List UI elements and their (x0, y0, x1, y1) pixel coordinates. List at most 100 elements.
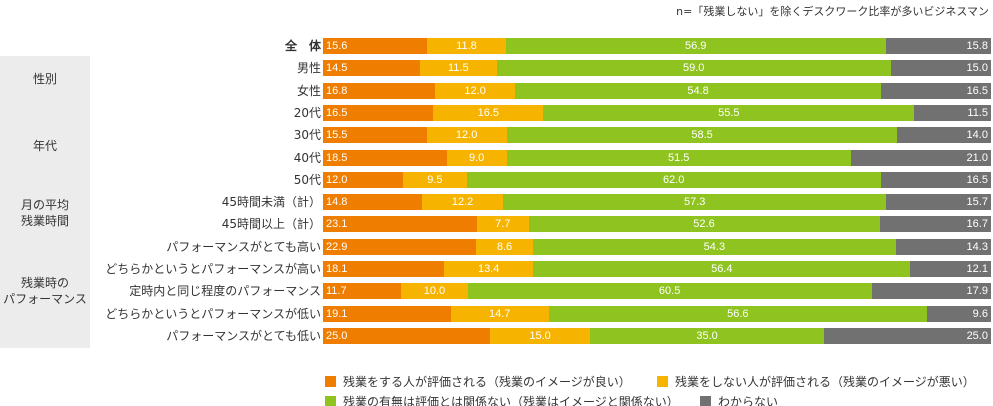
data-label: 12.0 (326, 173, 348, 186)
bar-segment: 15.0 (890, 60, 991, 77)
legend-item: 残業をする人が評価される（残業のイメージが良い） (325, 373, 631, 390)
data-label: 15.0 (529, 329, 551, 342)
bar-segment: 56.9 (505, 38, 886, 54)
data-label: 14.0 (966, 129, 988, 142)
bar-segment: 25.0 (323, 327, 490, 344)
category-label: 全 体 (284, 39, 321, 53)
stacked-bar: 19.1 14.7 56.6 9.6 (323, 305, 991, 322)
bar-segment: 16.8 (323, 82, 436, 99)
category-label: 女性 (296, 83, 321, 98)
legend-item: 残業をしない人が評価される（残業のイメージが悪い） (657, 373, 975, 390)
data-label: 16.5 (477, 106, 500, 119)
stacked-bar: 12.0 9.5 62.0 16.5 (323, 171, 991, 188)
data-label: 16.5 (326, 106, 348, 119)
data-label: 14.5 (326, 62, 348, 75)
bar-segment: 14.7 (450, 305, 549, 322)
bar-segment: 54.3 (533, 238, 896, 255)
data-label: 11.7 (326, 285, 347, 298)
stacked-bar: 16.5 16.5 55.5 11.5 (323, 104, 991, 121)
bar-segment: 51.5 (506, 149, 851, 166)
data-label: 54.8 (687, 84, 709, 97)
bar-segment: 12.0 (435, 82, 516, 99)
data-label: 21.0 (966, 151, 988, 164)
bar-segment: 11.5 (914, 104, 991, 121)
data-label: 25.0 (966, 329, 988, 342)
bar-segment: 52.6 (528, 216, 880, 233)
bar-segment: 59.0 (496, 60, 891, 77)
data-label: 9.0 (468, 151, 485, 164)
bar-segment: 15.5 (323, 127, 427, 144)
sample-note: n=「残業しない」を除くデスクワーク比率が多いビジネスマン (676, 5, 989, 18)
stacked-bar: 11.7 10.0 60.5 17.9 (323, 283, 991, 300)
bar-segment: 14.0 (897, 127, 991, 144)
bar-segment: 15.8 (885, 38, 991, 54)
data-label: 11.5 (447, 62, 469, 75)
bar-segment: 35.0 (590, 327, 824, 344)
data-label: 22.9 (326, 240, 348, 253)
bar-segment: 55.5 (543, 104, 915, 121)
stacked-bar: 18.5 9.0 51.5 21.0 (323, 149, 991, 166)
data-label: 16.5 (966, 84, 988, 97)
data-label: 11.8 (456, 40, 477, 52)
bar-segment: 11.8 (427, 38, 506, 54)
category-label: 20代 (293, 105, 321, 120)
bar-segment: 16.5 (880, 82, 991, 99)
data-label: 35.0 (696, 329, 718, 342)
category-label: パフォーマンスがとても低い (166, 328, 321, 343)
bar-segment: 14.5 (323, 60, 420, 77)
data-label: 25.0 (326, 329, 348, 342)
data-label: 12.2 (451, 196, 474, 209)
data-label: 11.5 (967, 106, 988, 119)
data-label: 51.5 (667, 151, 690, 164)
bar-segment: 15.7 (886, 194, 991, 211)
bar-segment: 10.0 (401, 283, 468, 300)
bar-segment: 56.4 (533, 261, 911, 277)
data-label: 15.5 (326, 129, 348, 142)
data-label: 12.0 (464, 84, 486, 97)
data-label: 56.4 (711, 263, 733, 275)
data-label: 16.5 (966, 173, 988, 186)
bar-segment: 12.0 (426, 127, 507, 144)
stacked-bar: 15.6 11.8 56.9 15.8 (323, 38, 991, 54)
legend-swatch (325, 376, 336, 387)
bar-segment: 54.8 (515, 82, 881, 99)
data-label: 56.6 (727, 307, 749, 320)
bar-segment: 16.5 (880, 171, 991, 188)
bar-segment: 62.0 (466, 171, 881, 188)
data-label: 16.8 (326, 84, 348, 97)
bar-segment: 16.5 (433, 104, 544, 121)
data-label: 18.1 (326, 263, 348, 275)
legend-item: 残業の有無は評価とは関係ない（残業はイメージと関係ない） (325, 393, 679, 406)
bar-segment: 56.6 (548, 305, 927, 322)
data-label: 14.3 (966, 240, 988, 253)
bar-segment: 22.9 (323, 238, 476, 255)
data-label: 55.5 (718, 106, 740, 119)
bar-segment: 9.6 (926, 305, 991, 322)
category-label: 40代 (293, 150, 321, 165)
legend-label: 残業をする人が評価される（残業のイメージが良い） (343, 375, 631, 389)
data-label: 17.9 (966, 285, 988, 298)
stacked-bar: 18.1 13.4 56.4 12.1 (323, 261, 991, 277)
bar-segment: 23.1 (323, 216, 478, 233)
category-label: 50代 (293, 172, 321, 187)
bar-segment: 15.0 (490, 327, 591, 344)
bar-segment: 11.5 (419, 60, 497, 77)
bar-segment: 12.2 (421, 194, 504, 211)
data-label: 57.3 (684, 196, 706, 209)
category-label: 男性 (296, 61, 321, 76)
data-label: 12.0 (455, 129, 478, 142)
bar-segment: 9.5 (403, 171, 467, 188)
bar-segment: 16.7 (879, 216, 991, 233)
bar-segment: 25.0 (823, 327, 991, 344)
data-label: 16.7 (966, 218, 988, 231)
data-label: 56.9 (684, 40, 707, 52)
data-label: 10.0 (423, 285, 446, 298)
data-label: 18.5 (326, 151, 348, 164)
bar-segment: 58.5 (506, 127, 898, 144)
legend-swatch (657, 376, 668, 387)
bar-segment: 57.3 (503, 194, 887, 211)
stacked-bar: 23.1 7.7 52.6 16.7 (323, 216, 991, 233)
bar-segment: 7.7 (477, 216, 529, 233)
data-label: 62.0 (662, 173, 685, 186)
